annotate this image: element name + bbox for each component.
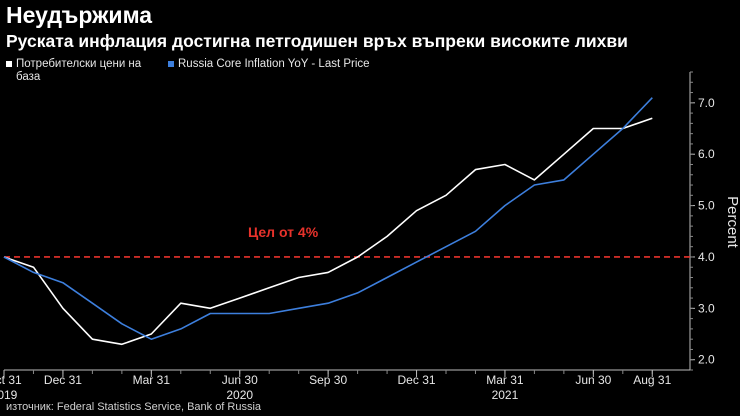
chart-subtitle: Руската инфлация достигна петгодишен връ… <box>6 31 628 51</box>
legend-label-core: Russia Core Inflation YoY - Last Price <box>178 58 370 70</box>
x-year-label: 2021 <box>492 388 519 402</box>
x-tick-label: Dec 31 <box>398 373 436 387</box>
y-tick-label: 2.0 <box>698 353 715 367</box>
chart-title: Неудържима <box>6 2 153 28</box>
legend-swatch-cpi <box>6 61 12 67</box>
x-tick-label: Jun 30 <box>222 373 258 387</box>
y-axis-title: Percent <box>724 196 740 249</box>
y-tick-label: 4.0 <box>698 250 715 264</box>
x-tick-label: Sep 30 <box>309 373 347 387</box>
x-year-label: 2019 <box>0 388 18 402</box>
series-line-core <box>3 97 653 341</box>
x-tick-label: Dec 31 <box>44 373 82 387</box>
series-line-cpi <box>3 117 653 346</box>
x-tick-label: Aug 31 <box>633 373 671 387</box>
x-year-label: 2020 <box>226 388 253 402</box>
x-tick-label: Mar 31 <box>133 373 171 387</box>
source-note: източник: Federal Statistics Service, Ba… <box>6 401 262 413</box>
x-tick-label: Mar 31 <box>486 373 524 387</box>
y-tick-label: 3.0 <box>698 301 715 315</box>
y-tick-label: 6.0 <box>698 147 715 161</box>
x-tick-label: Oct 31 <box>0 373 22 387</box>
x-tick-label: Jun 30 <box>575 373 611 387</box>
legend-swatch-core <box>168 61 174 67</box>
target-annotation: Цел от 4% <box>248 224 319 240</box>
y-tick-label: 5.0 <box>698 199 715 213</box>
legend-label-cpi: Потребителски цени на база <box>16 58 142 83</box>
y-tick-label: 7.0 <box>698 96 715 110</box>
